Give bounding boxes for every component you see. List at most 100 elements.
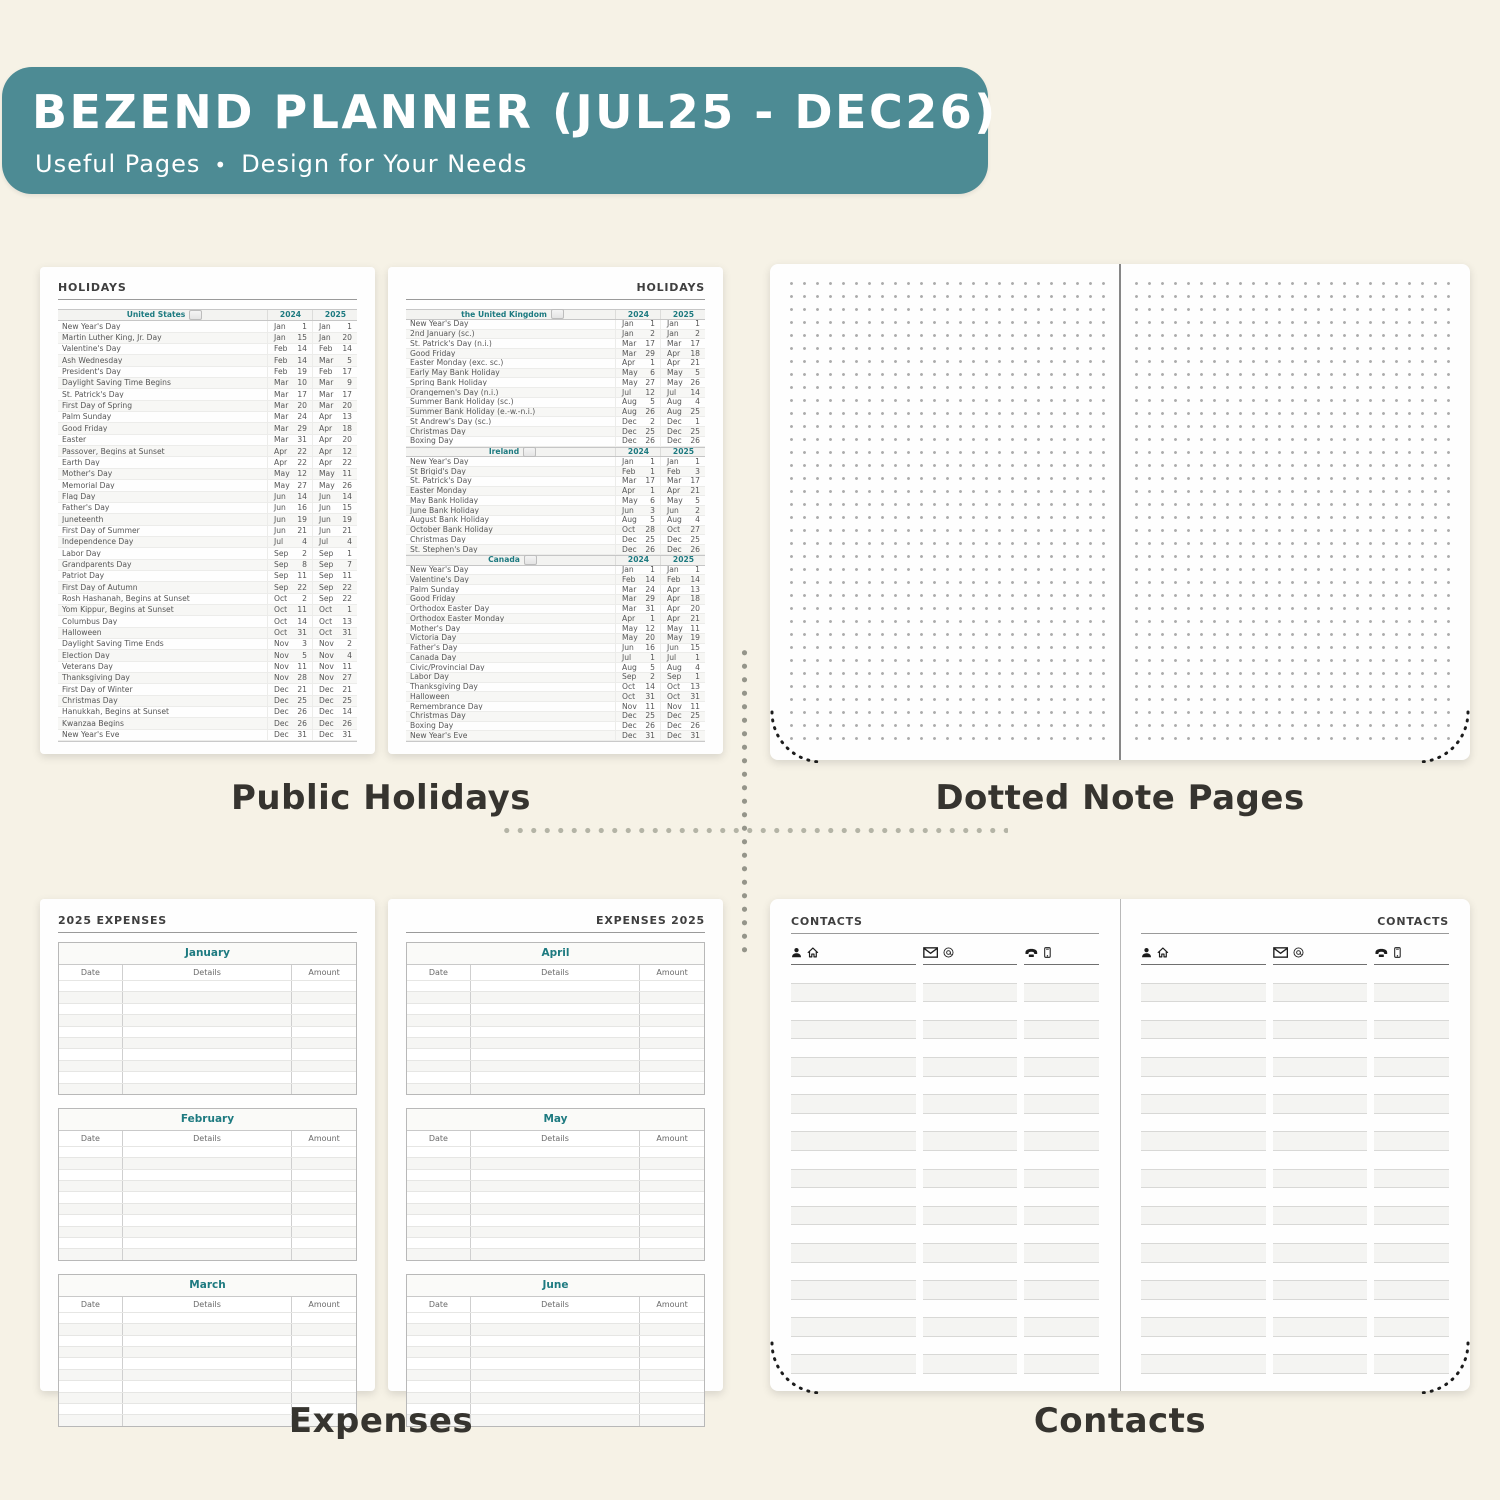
date-2024: Nov 3 xyxy=(267,638,312,650)
date-2025: Jan 1 xyxy=(660,457,705,466)
contact-blank-line xyxy=(1024,1095,1099,1114)
contact-blank-line xyxy=(1024,1263,1099,1282)
date-2025: Dec 26 xyxy=(660,436,705,446)
holiday-name: Labor Day xyxy=(410,673,449,681)
contact-blank-line xyxy=(1374,1169,1449,1189)
column-amount: Amount xyxy=(308,1299,340,1309)
holiday-row: Orangemen's Day (n.i.) Jul 12 Jul 14 xyxy=(406,388,705,398)
date-2024: Feb 14 xyxy=(267,344,312,355)
holiday-name: Thanksgiving Day xyxy=(410,683,478,691)
date-2025: Dec 25 xyxy=(312,695,357,707)
date-2025: Jan 1 xyxy=(660,565,705,575)
holiday-name: Valentine's Day xyxy=(410,575,469,584)
holiday-row: St. Patrick's Day (n.i.) Mar 17 Mar 17 xyxy=(406,339,705,349)
expense-blank-row xyxy=(59,1237,356,1249)
holiday-name: August Bank Holiday xyxy=(410,516,490,524)
holiday-name: Early May Bank Holiday xyxy=(410,369,500,377)
expense-blank-row xyxy=(59,1380,356,1392)
date-2024: Nov 28 xyxy=(267,673,312,684)
date-2025: Jun 19 xyxy=(312,514,357,525)
date-2025: Feb 17 xyxy=(312,366,357,378)
year-column-header: 2025 xyxy=(660,555,705,565)
contact-blank-line xyxy=(1272,965,1368,984)
column-date: Date xyxy=(407,965,471,980)
expense-blank-row xyxy=(407,1202,704,1215)
contact-blank-line xyxy=(1272,1132,1368,1151)
contact-blank-line xyxy=(791,1095,916,1114)
holiday-row: Rosh Hashanah, Begins at Sunset Oct 2 Sep 22 xyxy=(58,593,357,605)
contact-blank-line xyxy=(1374,1077,1449,1096)
holiday-row: Good Friday Mar 29 Apr 18 xyxy=(406,594,705,605)
expense-blank-row xyxy=(59,1402,356,1415)
date-2024: Oct 11 xyxy=(267,604,312,616)
holiday-name: First Day of Spring xyxy=(62,402,133,410)
holiday-name: Easter Monday xyxy=(410,487,467,495)
date-2024: Apr 1 xyxy=(615,486,660,496)
date-2024: Jun 16 xyxy=(267,502,312,514)
column-details: Details xyxy=(471,1296,641,1312)
contact-blank-line xyxy=(922,1318,1018,1337)
expense-month-table: May Date Details Amount xyxy=(406,1107,705,1261)
contact-blank-line xyxy=(791,1151,916,1170)
holiday-name: Memorial Day xyxy=(62,481,115,490)
holiday-name: Mother's Day xyxy=(410,624,461,633)
holiday-row: Thanksgiving Day Oct 14 Oct 13 xyxy=(406,682,705,693)
holiday-name: Rosh Hashanah, Begins at Sunset xyxy=(62,594,190,603)
holiday-name: Palm Sunday xyxy=(410,585,460,594)
holiday-name: Labor Day xyxy=(62,549,101,558)
holiday-row: Halloween Oct 31 Oct 31 xyxy=(406,692,705,702)
holiday-row: New Year's Day Jan 1 Jan 1 xyxy=(58,321,357,333)
holiday-row: St Andrew's Day (sc.) Dec 2 Dec 1 xyxy=(406,417,705,427)
contact-blank-line xyxy=(1141,1114,1266,1133)
holiday-name: New Year's Day xyxy=(410,566,469,574)
holiday-name: St. Stephen's Day xyxy=(410,545,478,554)
holiday-row: Juneteenth Jun 19 Jun 19 xyxy=(58,514,357,526)
date-2024: May 20 xyxy=(615,633,660,643)
contact-blank-line xyxy=(1141,1020,1266,1040)
contacts-column-header xyxy=(1141,943,1266,965)
date-2025: Dec 26 xyxy=(312,718,357,729)
holiday-name: New Year's Day xyxy=(410,320,469,328)
expense-blank-row xyxy=(407,1248,704,1260)
caption-expenses: Expenses xyxy=(288,1401,474,1441)
column-details: Details xyxy=(471,1130,641,1146)
column-amount: Amount xyxy=(308,968,340,977)
contacts-column-header xyxy=(791,943,916,965)
contacts-page-title: CONTACTS xyxy=(1141,915,1449,934)
expense-month-table: January Date Details Amount xyxy=(58,942,357,1095)
expense-blank-row xyxy=(407,1059,704,1072)
holiday-name: St. Patrick's Day (n.i.) xyxy=(410,339,492,348)
date-2025: Oct 31 xyxy=(660,692,705,701)
holiday-row: Passover, Begins at Sunset Apr 22 Apr 12 xyxy=(58,446,357,458)
holiday-name: Thanksgiving Day xyxy=(62,674,130,682)
contact-blank-line xyxy=(922,1114,1018,1133)
region-name: the United Kingdom xyxy=(461,309,547,319)
expense-blank-row xyxy=(407,1145,704,1158)
holiday-name: Orangemen's Day (n.i.) xyxy=(410,388,499,397)
holiday-region-header-row: Canada 2024 2025 xyxy=(406,554,705,566)
spread-spine-line xyxy=(1119,899,1121,1391)
date-2025: Aug 4 xyxy=(660,663,705,672)
date-2025: Jan 2 xyxy=(660,329,705,339)
column-details: Details xyxy=(123,965,293,980)
date-2024: Oct 14 xyxy=(267,616,312,627)
date-2025: Sep 22 xyxy=(312,593,357,604)
contact-blank-line xyxy=(1141,965,1266,984)
date-2025: Apr 21 xyxy=(660,486,705,496)
contact-blank-line xyxy=(1272,1337,1368,1356)
holiday-row: Remembrance Day Nov 11 Nov 11 xyxy=(406,702,705,712)
date-2025: Nov 11 xyxy=(312,661,357,672)
contact-blank-line xyxy=(922,1039,1018,1058)
holiday-name: Veterans Day xyxy=(62,663,113,671)
holiday-name: New Year's Day xyxy=(410,457,469,466)
expense-column-headers: Date Details Amount xyxy=(407,1130,704,1146)
holiday-row: Memorial Day May 27 May 26 xyxy=(58,480,357,492)
column-details: Details xyxy=(471,965,641,980)
holiday-row: First Day of Spring Mar 20 Mar 20 xyxy=(58,400,357,413)
date-2025: Aug 4 xyxy=(660,515,705,525)
holidays-page-title: HOLIDAYS xyxy=(58,281,357,300)
contact-blank-line xyxy=(1374,1132,1449,1151)
holiday-row: St Brigid's Day Feb 1 Feb 3 xyxy=(406,467,705,477)
expense-blank-row xyxy=(59,1414,356,1426)
contact-blank-line xyxy=(791,1206,916,1226)
